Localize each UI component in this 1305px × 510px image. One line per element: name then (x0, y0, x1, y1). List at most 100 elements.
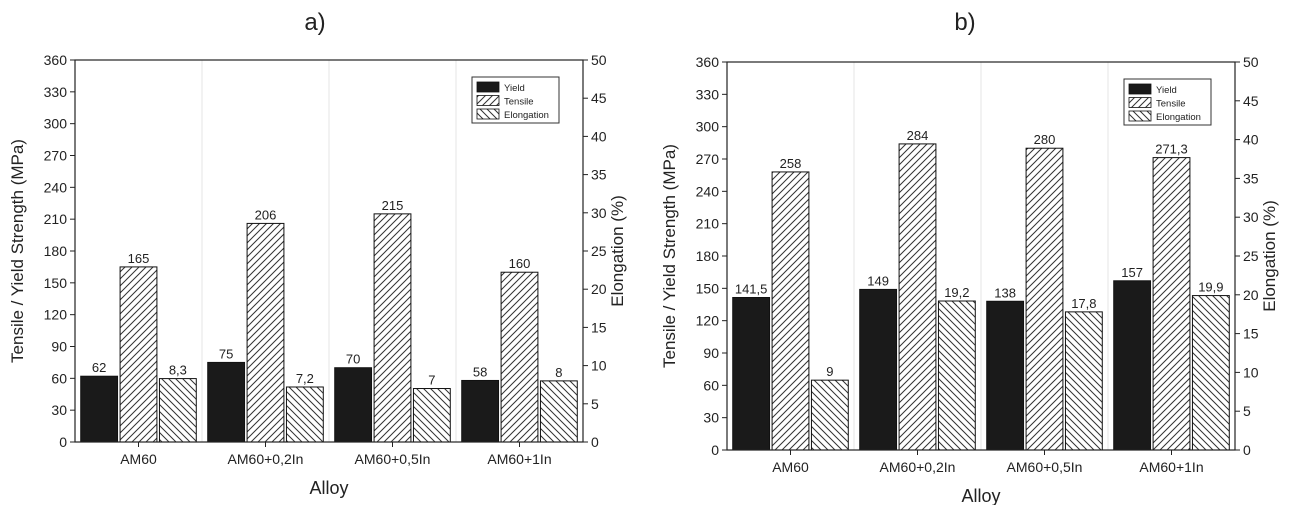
bar-elongation (285, 386, 324, 443)
y-tick-label: 300 (44, 116, 68, 132)
bar-tensile (500, 271, 539, 443)
bar-value-label: 7 (428, 373, 435, 388)
y-axis-label: Tensile / Yield Strength (MPa) (660, 144, 679, 368)
bar-value-label: 271,3 (1155, 142, 1188, 157)
bar-value-label: 165 (128, 251, 150, 266)
y-tick-label: 30 (703, 410, 719, 426)
x-tick-label: AM60+1In (1139, 459, 1203, 475)
y2-tick-label: 15 (591, 319, 607, 335)
bar-tensile (119, 266, 158, 443)
bar-elongation (412, 388, 451, 443)
y2-tick-label: 0 (1243, 442, 1251, 458)
y2-tick-label: 50 (1243, 54, 1259, 70)
y-tick-label: 330 (696, 86, 720, 102)
y2-tick-label: 10 (1243, 364, 1259, 380)
bar-tensile (1025, 147, 1064, 451)
x-axis-label: Alloy (961, 486, 1000, 505)
y2-tick-label: 40 (1243, 132, 1259, 148)
bar-value-label: 157 (1121, 265, 1143, 280)
y-tick-label: 270 (44, 148, 68, 164)
x-axis-label: Alloy (309, 478, 348, 498)
bar-value-label: 141,5 (735, 281, 768, 296)
y-tick-label: 60 (51, 370, 67, 386)
y2-tick-label: 30 (591, 205, 607, 221)
y2-tick-label: 35 (591, 167, 607, 183)
bar-value-label: 19,9 (1198, 280, 1223, 295)
y2-tick-label: 10 (591, 358, 607, 374)
legend-label: Elongation (504, 110, 549, 121)
bar-value-label: 58 (473, 364, 487, 379)
bar-yield (334, 367, 373, 443)
x-tick-label: AM60+0,2In (880, 459, 956, 475)
bar-yield (986, 300, 1025, 451)
bar-value-label: 284 (907, 128, 929, 143)
y2-axis-label: Elongation (%) (608, 195, 627, 307)
bar-tensile (898, 143, 937, 451)
y2-tick-label: 45 (591, 90, 607, 106)
bar-value-label: 280 (1034, 132, 1056, 147)
bar-value-label: 17,8 (1071, 296, 1096, 311)
y-tick-label: 30 (51, 402, 67, 418)
y-tick-label: 210 (44, 211, 68, 227)
y2-tick-label: 45 (1243, 93, 1259, 109)
bar-elongation (1064, 311, 1103, 451)
bar-value-label: 160 (509, 256, 531, 271)
legend-label: Yield (504, 83, 525, 94)
y-tick-label: 360 (696, 54, 720, 70)
y2-tick-label: 40 (591, 128, 607, 144)
y-tick-label: 0 (59, 434, 67, 450)
bar-value-label: 75 (219, 346, 233, 361)
y-tick-label: 240 (44, 179, 68, 195)
bar-value-label: 149 (867, 273, 889, 288)
bar-elongation (1191, 295, 1230, 451)
y-tick-label: 180 (696, 248, 720, 264)
bar-tensile (1152, 157, 1191, 451)
bar-elongation (937, 300, 976, 451)
x-tick-label: AM60+0,5In (355, 451, 431, 467)
y-tick-label: 90 (703, 345, 719, 361)
y-tick-label: 210 (696, 216, 720, 232)
bar-elongation (810, 379, 849, 451)
bar-tensile (246, 222, 285, 443)
bar-yield (732, 296, 771, 451)
bar-yield (80, 375, 119, 443)
y-tick-label: 120 (696, 313, 720, 329)
x-tick-label: AM60+0,2In (228, 451, 304, 467)
x-tick-label: AM60 (772, 459, 809, 475)
y-tick-label: 240 (696, 183, 720, 199)
bar-value-label: 19,2 (944, 285, 969, 300)
y-tick-label: 330 (44, 84, 68, 100)
bar-value-label: 258 (780, 156, 802, 171)
y2-tick-label: 20 (591, 281, 607, 297)
x-tick-label: AM60 (120, 451, 157, 467)
y-tick-label: 360 (44, 52, 68, 68)
x-tick-label: AM60+0,5In (1007, 459, 1083, 475)
y2-tick-label: 15 (1243, 326, 1259, 342)
bar-value-label: 62 (92, 360, 106, 375)
y2-tick-label: 25 (1243, 248, 1259, 264)
y2-axis-label: Elongation (%) (1260, 200, 1279, 312)
bar-value-label: 138 (994, 285, 1016, 300)
bar-value-label: 8,3 (169, 363, 187, 378)
y2-tick-label: 0 (591, 434, 599, 450)
x-tick-label: AM60+1In (487, 451, 551, 467)
y-tick-label: 60 (703, 377, 719, 393)
legend-swatch-elongation (1128, 110, 1152, 122)
bar-yield (1113, 280, 1152, 451)
y2-tick-label: 20 (1243, 287, 1259, 303)
y-tick-label: 120 (44, 307, 68, 323)
bar-tensile (373, 213, 412, 443)
y2-tick-label: 5 (591, 396, 599, 412)
bar-value-label: 9 (826, 364, 833, 379)
y-tick-label: 90 (51, 339, 67, 355)
y2-tick-label: 35 (1243, 170, 1259, 186)
y2-tick-label: 25 (591, 243, 607, 259)
y-tick-label: 300 (696, 119, 720, 135)
legend-label: Elongation (1156, 112, 1201, 123)
y-axis-label: Tensile / Yield Strength (MPa) (8, 139, 27, 363)
bar-elongation (158, 378, 197, 443)
bar-yield (207, 361, 246, 443)
bar-yield (461, 379, 500, 443)
